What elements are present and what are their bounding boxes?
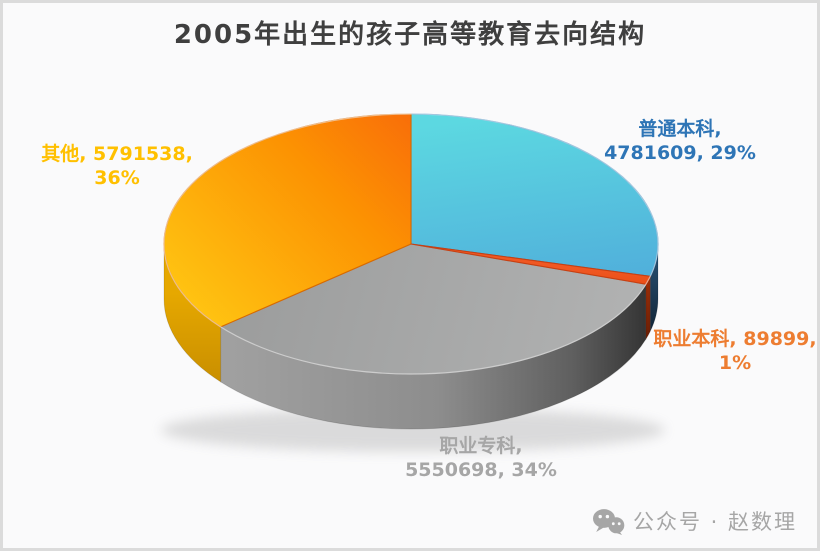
label-line-2: 1% — [718, 352, 752, 374]
chart-title: 2005年出生的孩子高等教育去向结构 — [173, 20, 647, 50]
pie-shadow — [161, 408, 665, 452]
pie-rim-highlight — [163, 113, 659, 375]
label-line-1: 其他, 5791538, — [41, 143, 193, 165]
label-line-1: 普通本科, — [638, 118, 722, 140]
pie-3d-chart — [161, 113, 665, 452]
slice-label-vocational-undergraduate: 职业本科, 89899, 1% — [651, 327, 817, 375]
slice-label-other: 其他, 5791538, 36% — [33, 142, 201, 190]
watermark: 公众号 · 赵数理 — [592, 506, 797, 536]
label-line-2: 4781609, 29% — [604, 142, 756, 164]
label-line-1: 职业专科, — [439, 435, 523, 457]
label-line-2: 5550698, 34% — [405, 459, 557, 481]
label-line-2: 36% — [94, 167, 140, 189]
slice-label-regular-undergraduate: 普通本科, 4781609, 29% — [592, 117, 768, 165]
slice-label-vocational-college: 职业专科, 5550698, 34% — [398, 434, 564, 482]
pie-slice-vocational-undergraduate-side — [645, 276, 651, 341]
wechat-icon — [592, 508, 625, 535]
label-line-1: 职业本科, 89899, — [653, 328, 817, 350]
watermark-text: 公众号 · 赵数理 — [632, 510, 797, 534]
